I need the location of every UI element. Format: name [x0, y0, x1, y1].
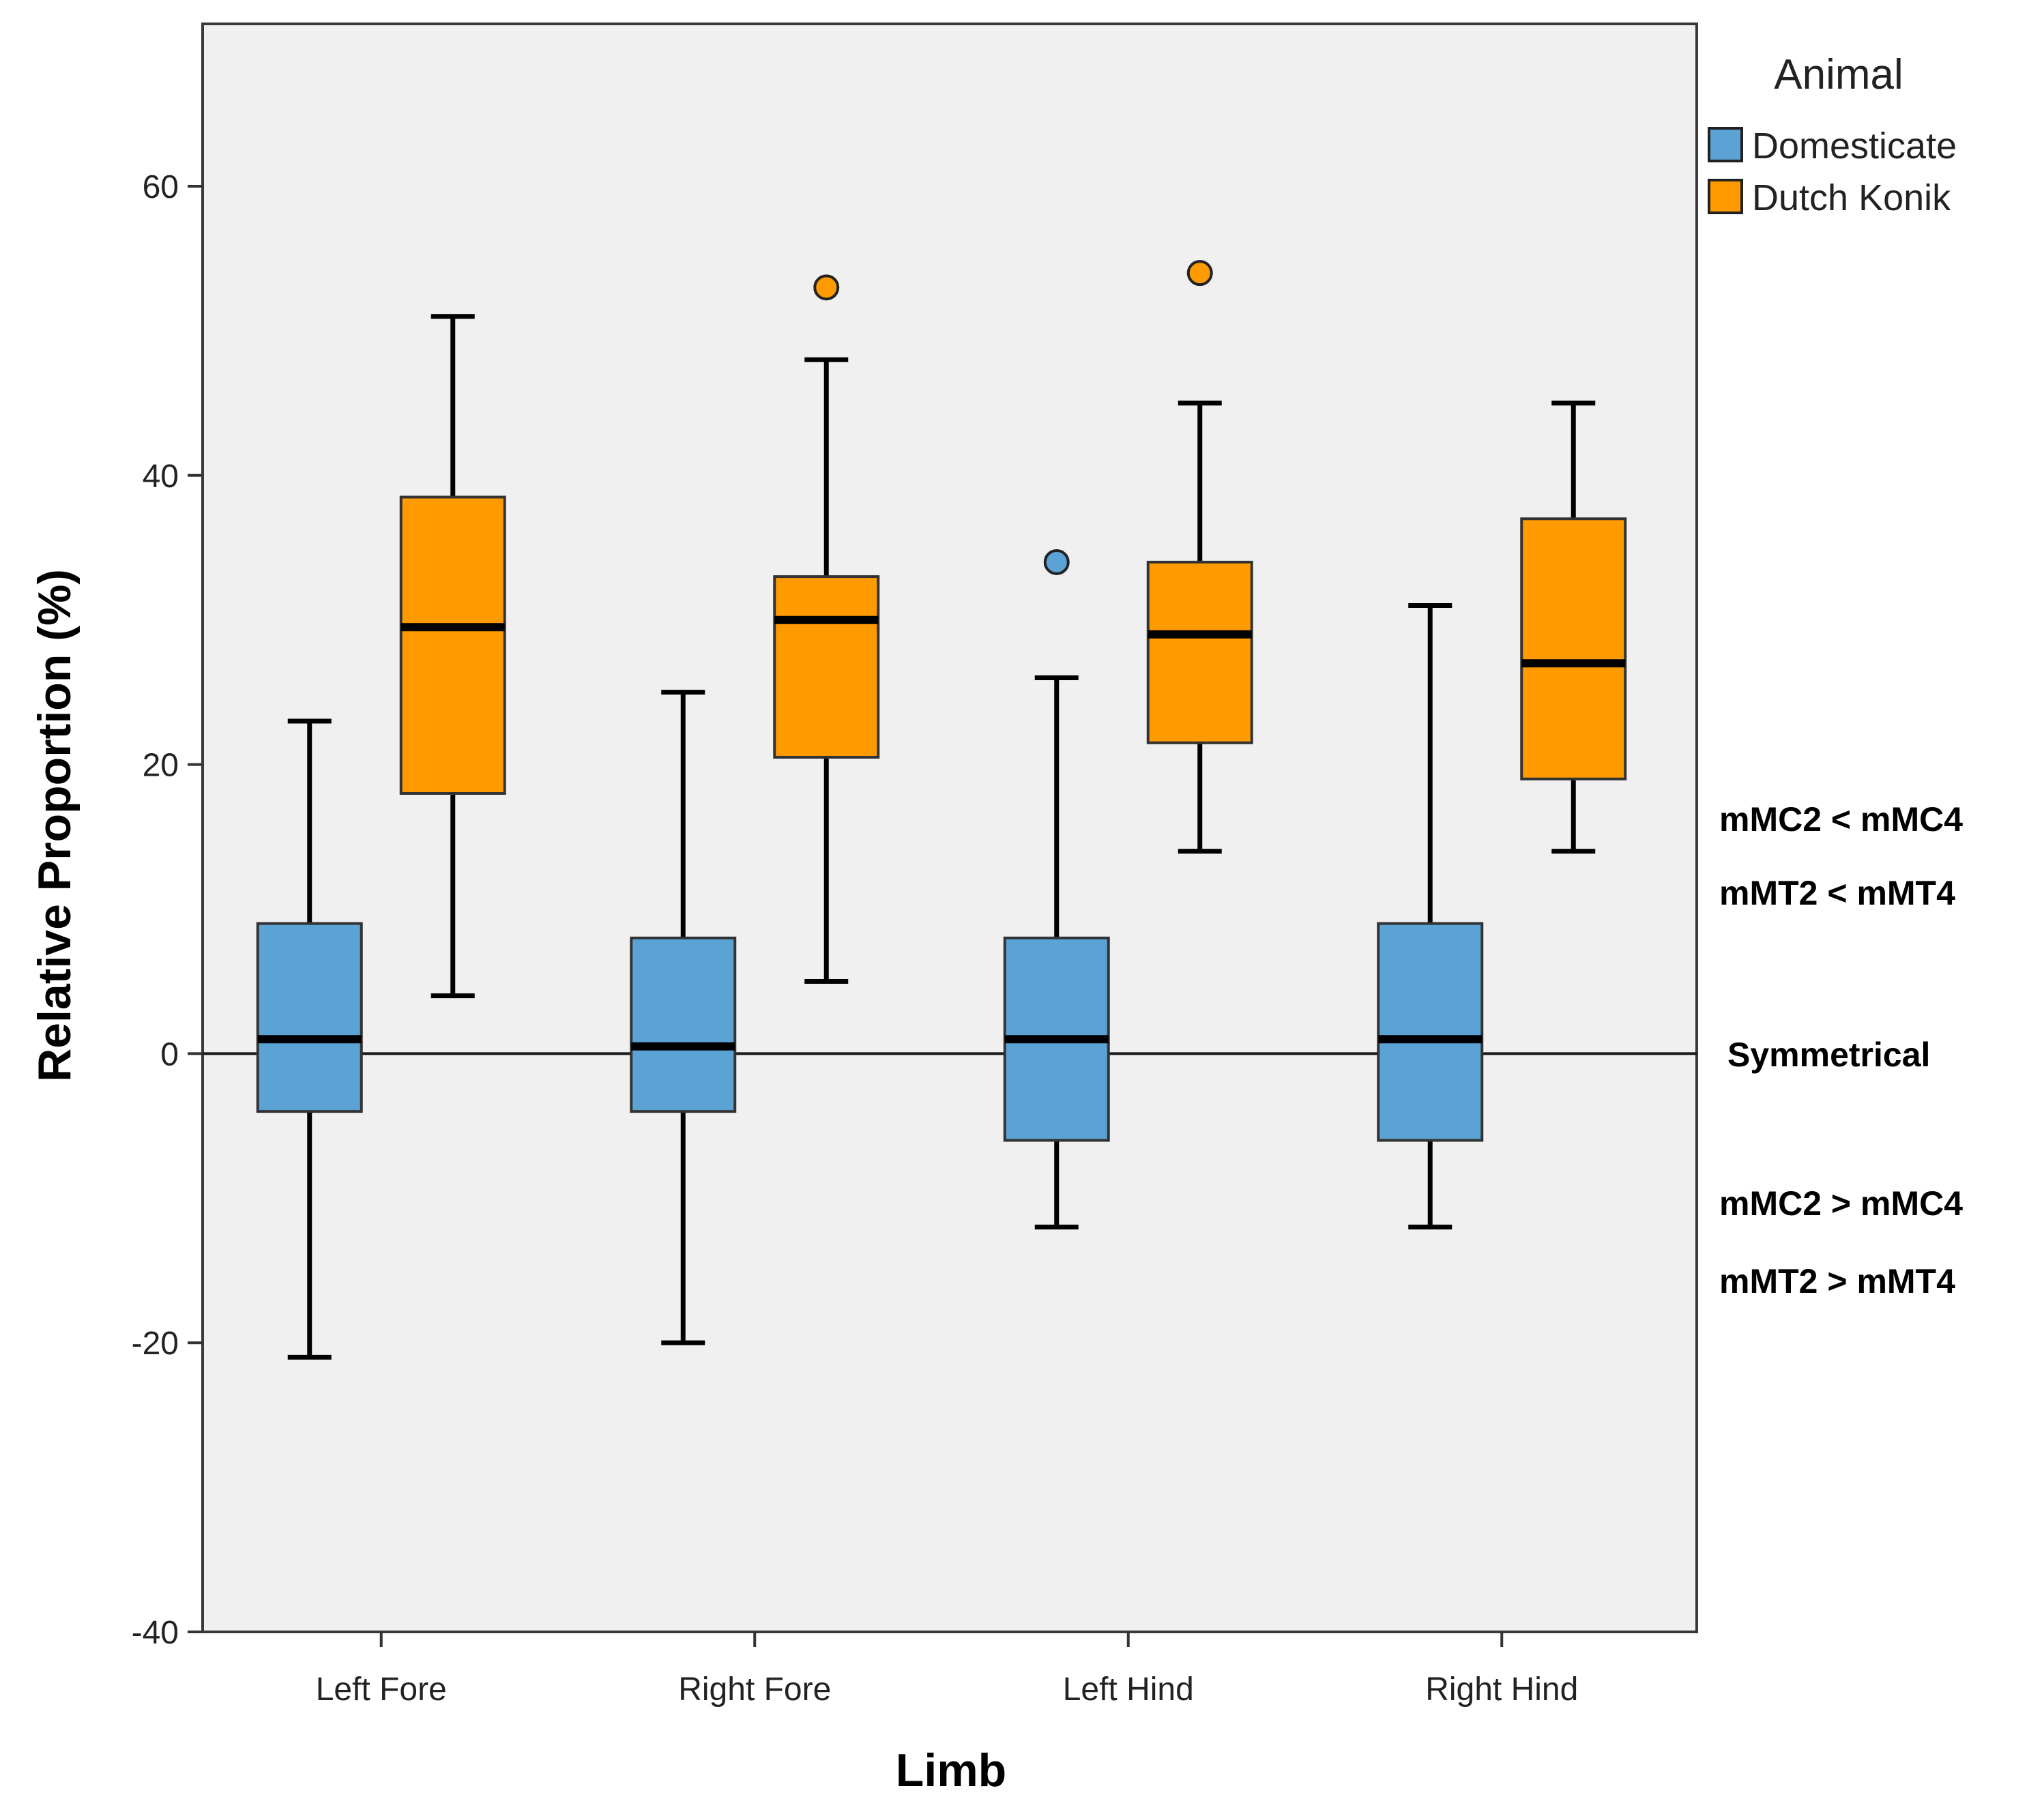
legend-title: Animal: [1774, 51, 1903, 98]
legend-swatch-dutch-konik: [1708, 179, 1743, 214]
box-dutch-konik-left-hind: [1146, 260, 1253, 854]
x-axis-title: Limb: [896, 1744, 1006, 1796]
annotation-mt-less: mMT2 < mMT4: [1719, 874, 1955, 912]
y-tick-label: 60: [143, 169, 179, 205]
box-iqr: [256, 922, 363, 1113]
legend-label-domesticate: Domesticate: [1752, 126, 1957, 166]
outlier-point: [813, 274, 840, 301]
annotation-symmetrical: Symmetrical: [1727, 1036, 1930, 1074]
box-domesticate-left-hind: [1003, 549, 1110, 1230]
legend-label-dutch-konik: Dutch Konik: [1752, 177, 1951, 218]
legend-swatch-domesticate: [1708, 127, 1743, 162]
x-tick-label: Left Fore: [316, 1671, 447, 1708]
outlier-point: [1043, 549, 1070, 575]
y-tick-label: -20: [132, 1326, 179, 1362]
box-iqr: [399, 495, 506, 795]
box-dutch-konik-right-hind: [1520, 400, 1627, 854]
box-dutch-konik-left-fore: [399, 314, 506, 999]
x-tick-label: Right Hind: [1425, 1671, 1578, 1708]
box-iqr: [1520, 517, 1627, 780]
y-tick-label: -40: [132, 1615, 179, 1651]
outlier-point: [1186, 260, 1213, 287]
box-domesticate-right-fore: [630, 690, 737, 1345]
box-iqr: [1377, 922, 1484, 1142]
box-domesticate-left-fore: [256, 718, 363, 1360]
legend: Animal Domesticate Dutch Konik: [1708, 51, 1957, 218]
annotation-mc-less: mMC2 < mMC4: [1719, 800, 1963, 838]
box-iqr: [1146, 560, 1253, 744]
plot-background: [201, 23, 1698, 1633]
box-iqr: [630, 936, 737, 1113]
annotations: mMC2 < mMC4 mMT2 < mMT4 Symmetrical mMC2…: [1719, 800, 1963, 1300]
x-tick-label: Left Hind: [1063, 1671, 1194, 1708]
annotation-mt-greater: mMT2 > mMT4: [1719, 1262, 1955, 1300]
y-axis-title: Relative Proportion (%): [29, 569, 81, 1082]
boxplots: [256, 260, 1627, 1360]
box-iqr: [773, 575, 880, 759]
y-tick-label: 20: [143, 748, 179, 784]
x-axis: Left Fore Right Fore Left Hind Right Hind: [316, 1632, 1578, 1708]
box-domesticate-right-hind: [1377, 603, 1484, 1230]
y-tick-label: 40: [143, 458, 179, 495]
y-tick-label: 0: [160, 1036, 179, 1072]
box-dutch-konik-right-fore: [773, 274, 880, 984]
x-tick-label: Right Fore: [678, 1671, 831, 1708]
annotation-mc-greater: mMC2 > mMC4: [1719, 1184, 1963, 1223]
